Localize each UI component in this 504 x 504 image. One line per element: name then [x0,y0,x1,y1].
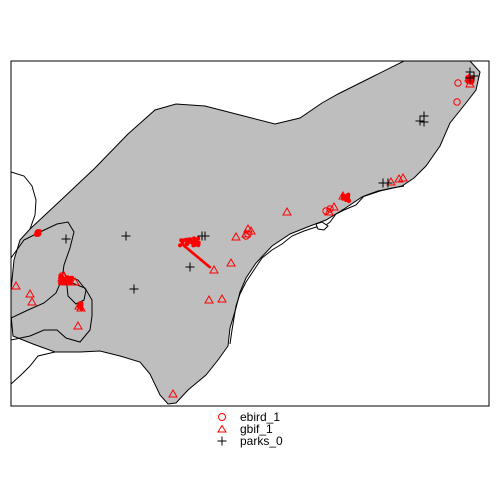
legend-label-ebird: ebird_1 [240,410,280,424]
park-points [61,67,479,294]
occurrence-record-point [62,281,67,286]
occurrence-record-point [58,281,62,286]
bay-outline [315,221,329,231]
occurrence-record-point [192,236,196,241]
legend-circle-icon [218,413,226,421]
ebird-point [453,98,461,106]
northwest-border [11,171,37,230]
legend-item-gbif: gbif_1 [217,422,273,436]
gbif-point [209,264,219,274]
park-point [129,284,139,294]
occurrence-record-point [468,80,473,85]
gbif-point [73,320,83,330]
occurrence-record-point [76,304,81,309]
gbif-point [386,176,396,186]
internal-border [11,278,63,319]
gbif-point [282,206,292,216]
park-point [378,178,388,188]
park-point [415,116,425,126]
map-panel [11,61,481,405]
park-point [469,71,479,81]
occurrence-record-point [191,243,196,248]
gbif-point [11,280,21,290]
gbif-point [168,388,178,398]
occurrence-record-point [79,301,84,306]
legend-label-parks: parks_0 [240,434,283,448]
legend-item-ebird: ebird_1 [218,410,280,424]
ebird-point [58,272,66,280]
occurrence-record-point [185,239,190,244]
ebird-point [326,205,334,213]
gbif-point [324,206,334,216]
plot-frame [10,60,490,407]
occurrence-record-point [465,79,470,84]
park-point [200,231,210,241]
occurrence-record-point [340,193,345,198]
occurrence-record-point [196,240,201,245]
gbif-point [231,231,241,241]
park-point [419,117,429,127]
occurrence-record-point [346,192,351,197]
occurrence-record-point [68,275,73,280]
southwest-border [11,351,56,385]
gbif-point [25,288,35,298]
occurrence-record-point [68,281,73,286]
occurrence-record-point [344,198,349,202]
legend-label-gbif: gbif_1 [240,422,273,436]
ebird-point [34,229,42,237]
occurrence-record-point [196,236,201,241]
ebird-point [322,207,330,215]
park-point [121,231,131,241]
park-point [61,234,71,244]
gbif-point [70,276,80,286]
lagoon-outline [65,275,87,305]
ebird-point [244,230,252,238]
gbif-point [217,293,227,303]
park-point [185,262,195,272]
ebird-point [242,232,250,240]
gbif-point [27,296,37,306]
ebird-point [454,79,462,87]
legend: ebird_1 gbif_1 parks_0 [217,410,283,448]
legend-plus-icon [217,436,227,446]
gbif-point [204,294,214,304]
occurrence-record-point [58,274,63,278]
legend-item-parks: parks_0 [217,434,283,448]
gbif-point [398,172,408,182]
gbif-point [226,257,236,267]
occurrence-record-point [179,238,184,243]
occurrence-record-point [208,265,212,269]
coastline-detail [229,185,405,345]
legend-triangle-icon [217,424,227,433]
park-point [465,73,475,83]
